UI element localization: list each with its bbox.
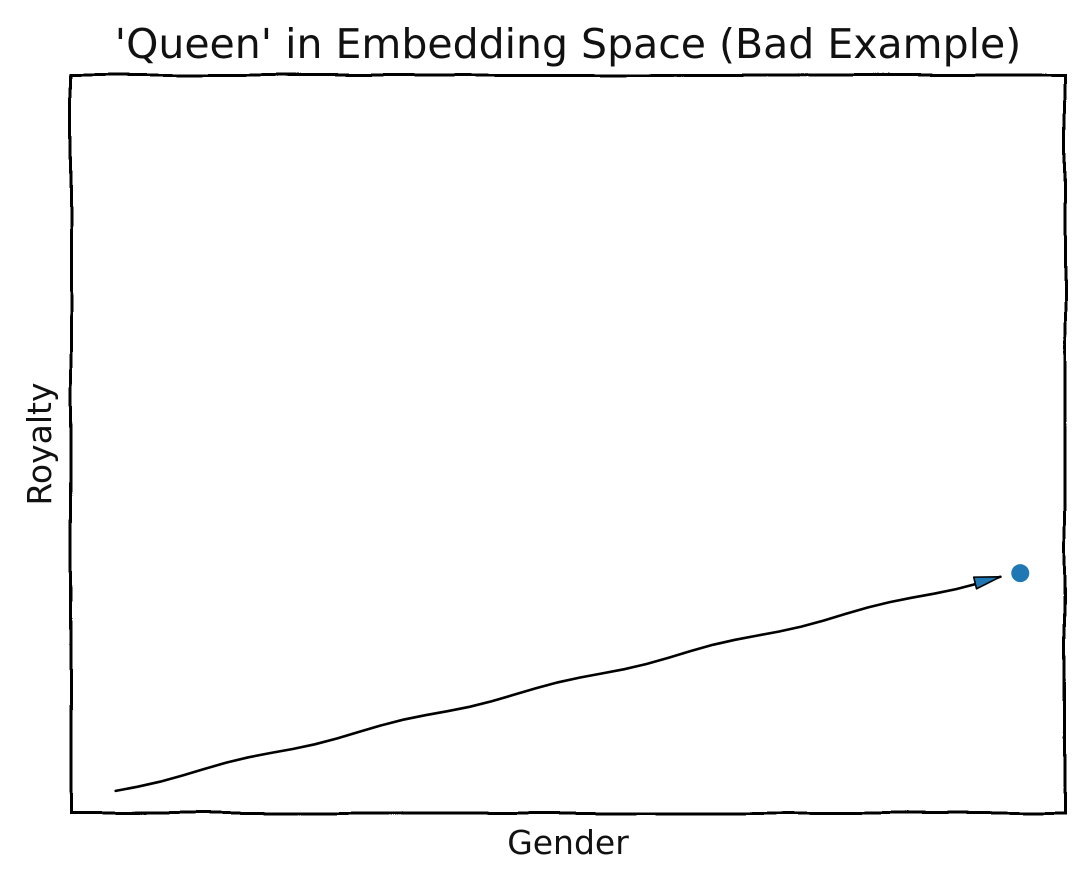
chart-title: 'Queen' in Embedding Space (Bad Example) — [115, 20, 1021, 68]
arrow-shaft — [114, 575, 1002, 793]
x-axis-label: Gender — [507, 823, 629, 862]
plot-area — [114, 564, 1030, 793]
arrow-head — [972, 576, 1002, 590]
data-point-1 — [1011, 564, 1030, 583]
y-axis-label: Royalty — [20, 382, 59, 505]
plot-frame — [69, 73, 1067, 815]
